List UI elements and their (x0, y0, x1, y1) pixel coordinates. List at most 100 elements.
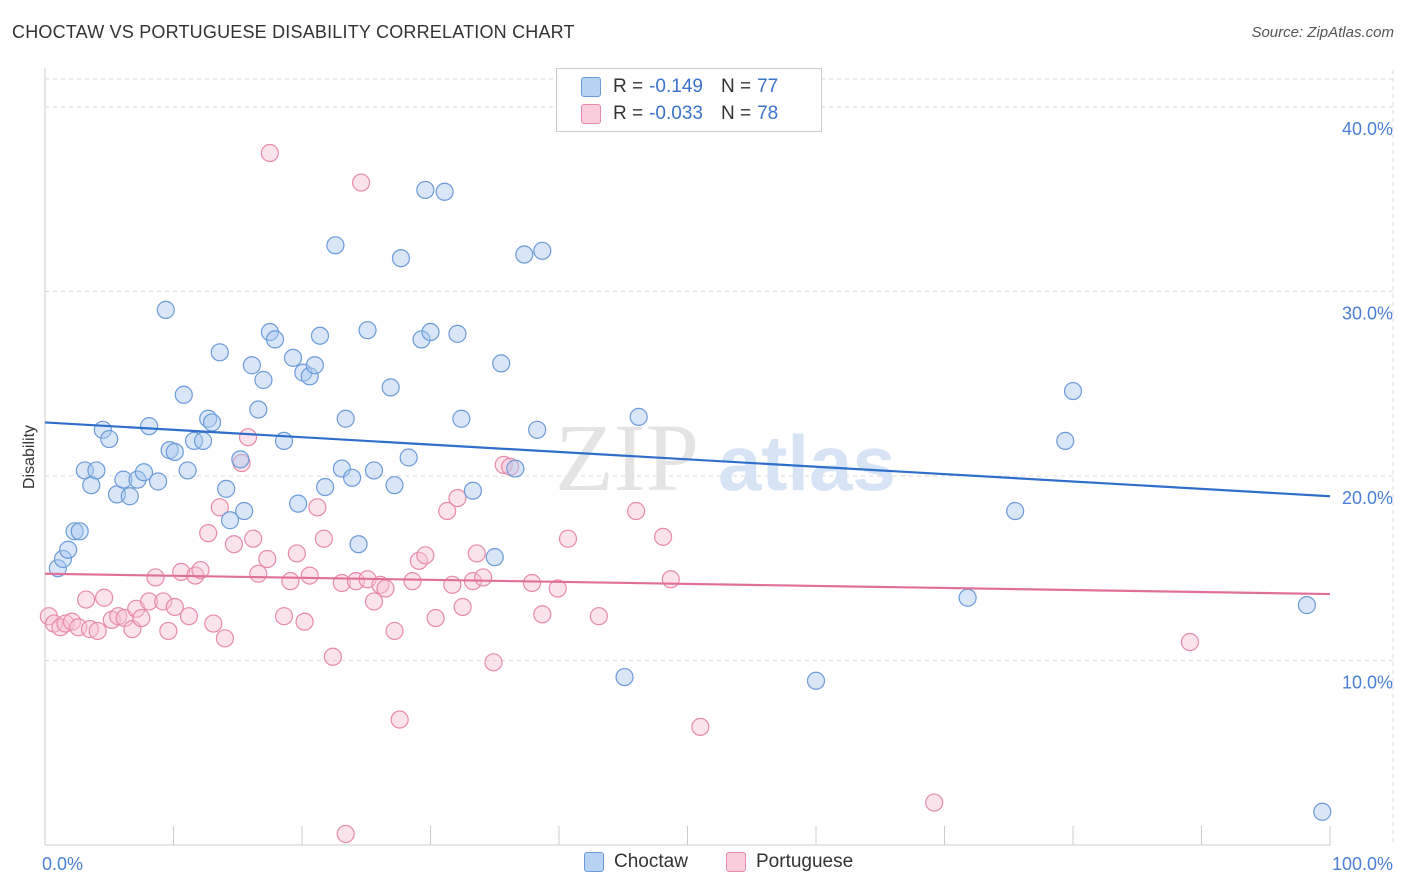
legend-item-portuguese: Portuguese (726, 851, 853, 873)
portuguese-point (925, 793, 944, 812)
choctaw-point (305, 356, 324, 375)
legend-swatch-choctaw (581, 77, 601, 97)
choctaw-point (629, 407, 648, 427)
tick-labels: 10.0% 20.0% 30.0% 40.0% 0.0% 100.0% (42, 119, 1393, 874)
legend-n-label: N = (720, 76, 752, 97)
portuguese-point (426, 608, 445, 628)
portuguese-point (224, 535, 243, 554)
portuguese-point (274, 607, 294, 626)
choctaw-point (416, 180, 435, 200)
series-choctaw-points (48, 180, 1332, 821)
legend-label-choctaw: Choctaw (614, 851, 688, 872)
portuguese-point (548, 579, 567, 598)
choctaw-point (53, 549, 73, 569)
choctaw-point (156, 300, 175, 319)
choctaw-point (806, 671, 826, 690)
portuguese-point (1180, 632, 1200, 652)
choctaw-point (249, 400, 268, 419)
choctaw-point (202, 413, 222, 432)
chart-title: CHOCTAW VS PORTUGUESE DISABILITY CORRELA… (12, 22, 575, 42)
portuguese-trend-line (44, 572, 1331, 596)
choctaw-point (265, 330, 285, 349)
choctaw-point (364, 461, 384, 480)
choctaw-point (326, 236, 345, 255)
portuguese-point (210, 498, 229, 517)
portuguese-point (308, 498, 327, 517)
legend-n-value: 77 (757, 76, 779, 97)
portuguese-point (474, 568, 493, 587)
portuguese-point (249, 564, 268, 583)
choctaw-point (59, 540, 78, 559)
choctaw-point (289, 494, 308, 513)
choctaw-point (615, 667, 634, 687)
choctaw-point (385, 476, 404, 495)
choctaw-point (148, 472, 168, 491)
choctaw-point (128, 470, 147, 489)
portuguese-point (448, 488, 467, 508)
choctaw-point (165, 442, 184, 462)
choctaw-point (254, 370, 273, 390)
portuguese-point (77, 590, 96, 609)
portuguese-point (661, 570, 680, 589)
portuguese-point (95, 588, 114, 607)
choctaw-point (1006, 501, 1025, 521)
legend-r-label: R = (613, 103, 644, 124)
trend-lines (44, 421, 1331, 596)
portuguese-point (467, 544, 486, 563)
legend-item-choctaw: Choctaw (584, 851, 688, 873)
x-tick-label: 0.0% (42, 854, 83, 874)
choctaw-point (343, 468, 362, 487)
choctaw-point (515, 245, 534, 264)
portuguese-point (109, 607, 128, 626)
portuguese-point (323, 647, 342, 666)
choctaw-point (178, 461, 197, 480)
choctaw-point (533, 241, 552, 260)
choctaw-point (100, 429, 119, 449)
portuguese-point (88, 621, 107, 641)
y-tick-label: 10.0% (1342, 672, 1393, 692)
portuguese-point (438, 501, 457, 521)
choctaw-point (220, 511, 240, 530)
portuguese-point (139, 592, 159, 611)
choctaw-point (114, 470, 133, 489)
portuguese-point (287, 544, 306, 563)
choctaw-point (310, 326, 330, 345)
y-axis-label: Disability (21, 425, 38, 489)
y-tick-label: 20.0% (1342, 488, 1393, 508)
choctaw-point (139, 417, 159, 436)
choctaw-point (242, 356, 261, 375)
portuguese-point (215, 629, 234, 648)
portuguese-point (159, 621, 178, 641)
choctaw-point (231, 450, 250, 469)
choctaw-point (316, 477, 335, 497)
portuguese-point (179, 607, 199, 626)
portuguese-point (558, 529, 578, 548)
portuguese-point (260, 143, 279, 163)
choctaw-point (506, 459, 525, 478)
portuguese-point (314, 529, 333, 548)
choctaw-point (87, 461, 106, 480)
portuguese-point (626, 501, 646, 521)
portuguese-point (376, 579, 395, 598)
choctaw-point (134, 463, 154, 482)
legend-r-label: R = (613, 76, 644, 97)
choctaw-point (210, 343, 229, 362)
portuguese-point (352, 173, 371, 192)
choctaw-point (65, 522, 84, 541)
choctaw-point (283, 348, 303, 367)
choctaw-point (1313, 802, 1332, 821)
series-portuguese-points (39, 143, 1200, 844)
portuguese-point (691, 717, 710, 737)
portuguese-point (165, 597, 184, 617)
portuguese-point (346, 572, 366, 591)
choctaw-point (528, 420, 547, 439)
portuguese-point (390, 710, 409, 729)
choctaw-trend-line (44, 421, 1331, 498)
portuguese-point (522, 573, 542, 593)
choctaw-point (1297, 596, 1316, 615)
chart-source: Source: ZipAtlas.com (1251, 24, 1394, 41)
portuguese-point (146, 568, 165, 587)
choctaw-point (349, 535, 368, 554)
portuguese-point (453, 597, 472, 617)
portuguese-point (416, 546, 435, 565)
